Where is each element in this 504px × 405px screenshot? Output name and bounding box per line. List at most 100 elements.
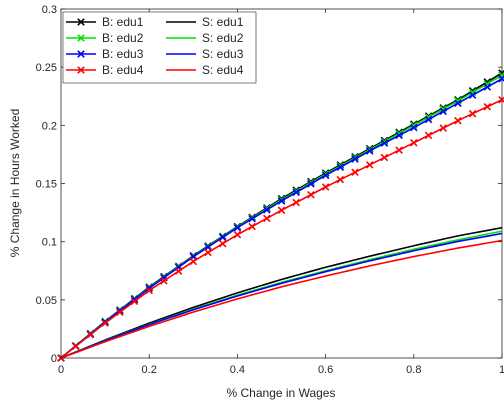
data-point-b-edu3 — [439, 107, 447, 116]
data-point-b-edu1 — [498, 69, 504, 77]
y-axis-ticks: 0 0.05 0.1 0.15 0.2 0.25 0.3 — [36, 4, 502, 365]
data-point-b-edu4 — [71, 342, 80, 351]
data-point-b-edu4 — [439, 124, 447, 132]
data-point-b-edu4 — [365, 161, 374, 169]
legend-item-b-edu4: B: edu4 — [66, 63, 144, 77]
series-s-edu3 — [60, 232, 503, 359]
data-point-b-edu4 — [468, 109, 477, 118]
data-point-b-edu4 — [410, 139, 418, 147]
data-point-b-edu4 — [277, 206, 286, 215]
x-tick-label: 0.8 — [406, 364, 421, 376]
legend-item-b-edu1: B: edu1 — [66, 15, 144, 29]
data-point-b-edu3 — [145, 284, 153, 292]
data-point-b-edu3 — [424, 115, 433, 124]
data-point-b-edu4 — [101, 319, 109, 327]
data-point-b-edu2 — [439, 105, 447, 113]
data-point-b-edu4 — [160, 277, 168, 285]
y-tick-label: 0.2 — [42, 120, 57, 132]
data-point-b-edu3 — [351, 155, 359, 163]
data-point-b-edu3 — [483, 83, 492, 91]
data-point-b-edu4 — [424, 131, 433, 140]
data-point-b-edu3 — [130, 295, 139, 304]
data-point-b-edu3 — [365, 147, 374, 155]
data-point-b-edu3 — [277, 197, 286, 205]
data-point-b-edu3 — [380, 139, 389, 147]
data-point-b-edu4 — [116, 308, 124, 317]
data-point-b-edu4 — [130, 297, 139, 306]
data-point-b-edu2 — [454, 97, 462, 105]
x-tick-label: 1 — [499, 364, 504, 376]
data-point-b-edu4 — [263, 214, 271, 223]
data-point-b-edu3 — [204, 243, 212, 251]
data-point-b-edu3 — [498, 75, 504, 83]
legend-label-b-edu4: B: edu4 — [102, 63, 144, 77]
data-point-b-edu4 — [307, 190, 315, 199]
data-point-b-edu4 — [233, 230, 242, 239]
x-tick-label: 0.2 — [142, 364, 157, 376]
data-point-b-edu4 — [395, 146, 403, 154]
data-point-b-edu3 — [395, 131, 403, 140]
series-line-s-edu1 — [60, 226, 503, 359]
legend-item-s-edu3: S: edu3 — [166, 47, 244, 61]
data-point-b-edu3 — [263, 206, 271, 214]
data-point-b-edu3 — [410, 123, 418, 132]
data-point-b-edu4 — [145, 286, 153, 295]
legend: B: edu1 B: edu2 B: edu3 B: edu4 S: edu1 S: ed… — [62, 11, 257, 84]
data-point-b-edu3 — [336, 163, 345, 171]
y-tick-label: 0.15 — [36, 179, 57, 191]
data-point-b-edu3 — [454, 99, 462, 107]
data-point-b-edu4 — [321, 183, 330, 191]
legend-marker-b-edu4 — [77, 66, 85, 74]
series-line-s-edu4 — [60, 239, 503, 359]
legend-marker-b-edu2 — [77, 34, 85, 42]
legend-label-b-edu1: B: edu1 — [102, 15, 144, 29]
data-point-b-edu3 — [218, 233, 227, 242]
legend-marker-b-edu1 — [77, 18, 85, 26]
legend-label-b-edu2: B: edu2 — [102, 31, 144, 45]
y-tick-label: 0.1 — [42, 237, 57, 249]
data-point-b-edu4 — [189, 257, 198, 266]
data-point-b-edu4 — [336, 175, 345, 184]
data-point-b-edu3 — [248, 215, 256, 223]
y-tick-label: 0.25 — [36, 62, 57, 74]
data-point-b-edu3 — [292, 188, 300, 197]
legend-item-b-edu3: B: edu3 — [66, 47, 144, 61]
series-line-s-edu3 — [60, 232, 503, 359]
legend-label-b-edu3: B: edu3 — [102, 47, 144, 61]
data-point-b-edu4 — [380, 153, 389, 162]
data-point-b-edu3 — [307, 180, 315, 188]
data-point-b-edu2 — [410, 121, 418, 130]
data-point-b-edu4 — [454, 116, 462, 125]
data-point-b-edu3 — [321, 171, 330, 180]
data-point-b-edu4 — [498, 95, 504, 104]
x-tick-label: 0.6 — [318, 364, 333, 376]
legend-label-s-edu1: S: edu1 — [202, 15, 244, 29]
data-point-b-edu4 — [86, 330, 95, 339]
y-tick-label: 0.3 — [42, 4, 57, 16]
legend-label-s-edu3: S: edu3 — [202, 47, 244, 61]
y-tick-label: 0.05 — [36, 295, 57, 307]
y-axis-label: % Change in Hours Worked — [8, 109, 22, 258]
legend-marker-b-edu3 — [77, 50, 85, 58]
x-tick-label: 0.4 — [230, 364, 245, 376]
legend-label-s-edu4: S: edu4 — [202, 63, 244, 77]
legend-item-b-edu2: B: edu2 — [66, 31, 144, 45]
legend-box — [62, 11, 257, 84]
x-axis-ticks: 0 0.2 0.4 0.6 0.8 1 — [58, 9, 504, 376]
legend-item-s-edu1: S: edu1 — [166, 15, 244, 29]
x-tick-label: 0 — [58, 364, 64, 376]
data-point-b-edu4 — [248, 222, 256, 231]
x-axis-label: % Change in Wages — [227, 386, 336, 400]
data-point-b-edu3 — [233, 223, 242, 232]
series-s-edu1 — [60, 226, 503, 359]
data-point-b-edu4 — [483, 102, 492, 111]
series-layer — [57, 69, 504, 362]
data-point-b-edu4 — [218, 239, 227, 248]
legend-item-s-edu2: S: edu2 — [166, 31, 244, 45]
legend-label-s-edu2: S: edu2 — [202, 31, 244, 45]
data-point-b-edu4 — [292, 198, 300, 207]
series-s-edu4 — [60, 239, 503, 359]
data-point-b-edu4 — [174, 267, 183, 275]
data-point-b-edu4 — [204, 248, 212, 257]
